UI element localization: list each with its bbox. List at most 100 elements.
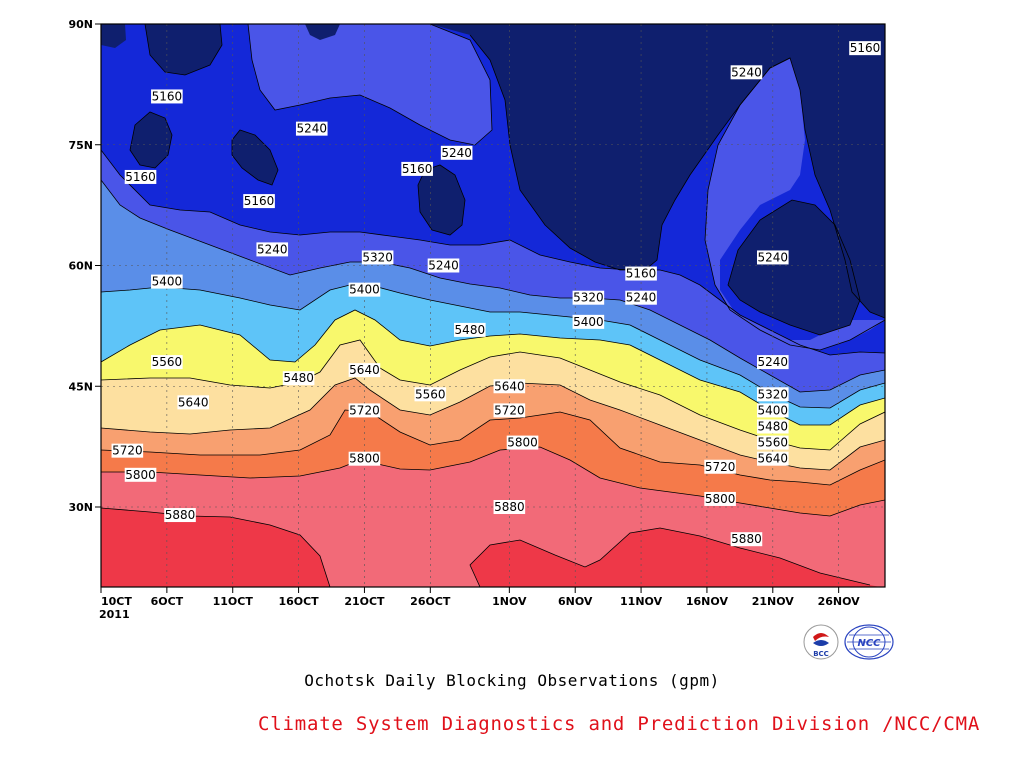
x-tick-label: 11OCT <box>213 595 254 608</box>
contour-label-bg <box>177 395 210 410</box>
contour-label: 5400 <box>756 403 789 418</box>
contour-label-text: 5800 <box>125 468 156 482</box>
contour-label-text: 5320 <box>573 291 604 305</box>
contour-label-text: 5240 <box>441 146 472 160</box>
contour-lines <box>101 24 885 587</box>
credit-text: Climate System Diagnostics and Predictio… <box>258 713 981 735</box>
contour-label-bg <box>124 467 157 482</box>
contour-label-text: 5160 <box>152 89 183 103</box>
contour-label-bg <box>625 266 657 281</box>
contour-label: 5240 <box>440 145 473 160</box>
contour-label-bg <box>348 451 381 466</box>
contour-label-text: 5160 <box>125 170 156 184</box>
y-axis: 90N 75N 60N 45N 30N <box>68 18 101 514</box>
contour-label-bg <box>454 322 486 337</box>
contour-label: 5160 <box>124 169 157 184</box>
contour-label-text: 5320 <box>362 250 393 264</box>
contour-label-bg <box>493 500 526 514</box>
ncc-logo-text: NCC <box>857 638 881 649</box>
contour-label-text: 5640 <box>758 452 789 466</box>
contour-label-bg <box>506 435 539 450</box>
fill-below-5160-right <box>430 24 885 318</box>
contour-label: 5240 <box>625 290 657 305</box>
contour-label: 5880 <box>164 508 196 523</box>
contour-label-text: 5800 <box>507 436 538 450</box>
contour-label-text: 5240 <box>758 355 789 369</box>
contour-label: 5160 <box>243 194 275 209</box>
contour-label-text: 5240 <box>257 242 288 256</box>
fill-5160-blob-6 <box>305 24 340 40</box>
contour-line-5160-blob-right <box>727 199 861 336</box>
contour-label-bg <box>756 435 789 450</box>
contour-label-bg <box>151 355 183 370</box>
contour-label-text: 5880 <box>731 532 762 546</box>
contour-label-text: 5720 <box>705 460 736 474</box>
contour-label-bg <box>756 403 789 418</box>
contour-label: 5240 <box>427 258 460 273</box>
x-tick-label: 26NOV <box>818 595 861 608</box>
bcc-logo-text: BCC <box>813 650 829 658</box>
contour-label-bg <box>256 242 289 257</box>
contour-label-text: 5480 <box>283 371 314 385</box>
contour-label: 5800 <box>348 451 381 466</box>
contour-fill-layer <box>101 24 885 587</box>
x-tick-label: 6NOV <box>558 595 593 608</box>
contour-label: 5160 <box>151 89 183 104</box>
contour-label-text: 5560 <box>152 355 183 369</box>
contour-label: 5880 <box>730 532 763 547</box>
contour-label: 5640 <box>756 451 789 466</box>
contour-label-text: 5160 <box>626 267 657 281</box>
contour-label-text: 5560 <box>758 436 789 450</box>
contour-label-text: 5480 <box>758 420 789 434</box>
x-tick-label: 10CT <box>101 595 132 608</box>
fill-5160-blob-5 <box>101 24 126 48</box>
contour-label-bg <box>151 89 183 104</box>
contour-line-5240-tongue <box>247 24 493 146</box>
contour-label: 5720 <box>704 459 736 474</box>
contour-label-bg <box>756 387 789 402</box>
contour-label-bg <box>625 290 657 305</box>
contour-label-bg <box>756 451 789 466</box>
contour-label-bg <box>756 250 789 265</box>
ncc-logo: NCC <box>844 624 894 660</box>
contour-label-bg <box>572 290 605 305</box>
fill-5160-blob-2 <box>232 130 278 185</box>
x-tick-label: 21NOV <box>752 595 795 608</box>
contour-label-bg <box>730 65 763 80</box>
contour-label: 5160 <box>401 161 433 176</box>
contour-label-bg <box>348 282 381 297</box>
contour-label-bg <box>730 532 763 547</box>
contour-label-text: 5720 <box>349 403 380 417</box>
x-tick-label: 6OCT <box>151 595 184 608</box>
contour-label-bg <box>756 355 789 370</box>
contour-label-text: 5800 <box>349 452 380 466</box>
logos: BCC NCC <box>803 624 894 660</box>
contour-label-bg <box>414 387 447 402</box>
x-tick-label: 16NOV <box>686 595 729 608</box>
contour-label-text: 5320 <box>758 387 789 401</box>
contour-label: 5240 <box>295 122 328 136</box>
contour-label-bg <box>427 258 460 273</box>
x-tick-label: 1NOV <box>492 595 527 608</box>
x-year-label: 2011 <box>99 608 130 621</box>
contour-label-text: 5640 <box>349 363 380 377</box>
contour-label-bg <box>348 403 381 418</box>
fill-5160-right-blob <box>728 200 860 335</box>
x-tick-label: 11NOV <box>620 595 663 608</box>
contour-label-text: 5240 <box>758 250 789 264</box>
contour-label-text: 5400 <box>152 275 183 289</box>
contour-label: 5240 <box>730 65 763 80</box>
contour-label-bg <box>361 250 394 265</box>
contour-label: 5560 <box>756 435 789 450</box>
contour-label-bg <box>151 274 183 289</box>
y-tick-label: 60N <box>68 260 93 273</box>
contour-label-bg <box>704 459 736 474</box>
contour-label-bg <box>282 371 315 386</box>
contour-labels: 5160 5160 5160 5160 5160 5160 5240 5240 5240 5240… <box>111 41 881 547</box>
contour-label: 5800 <box>506 435 539 450</box>
contour-label-text: 5880 <box>494 500 525 514</box>
contour-label-text: 5800 <box>705 492 736 506</box>
contour-label-text: 5400 <box>573 315 604 329</box>
contour-line-5720 <box>101 409 885 486</box>
